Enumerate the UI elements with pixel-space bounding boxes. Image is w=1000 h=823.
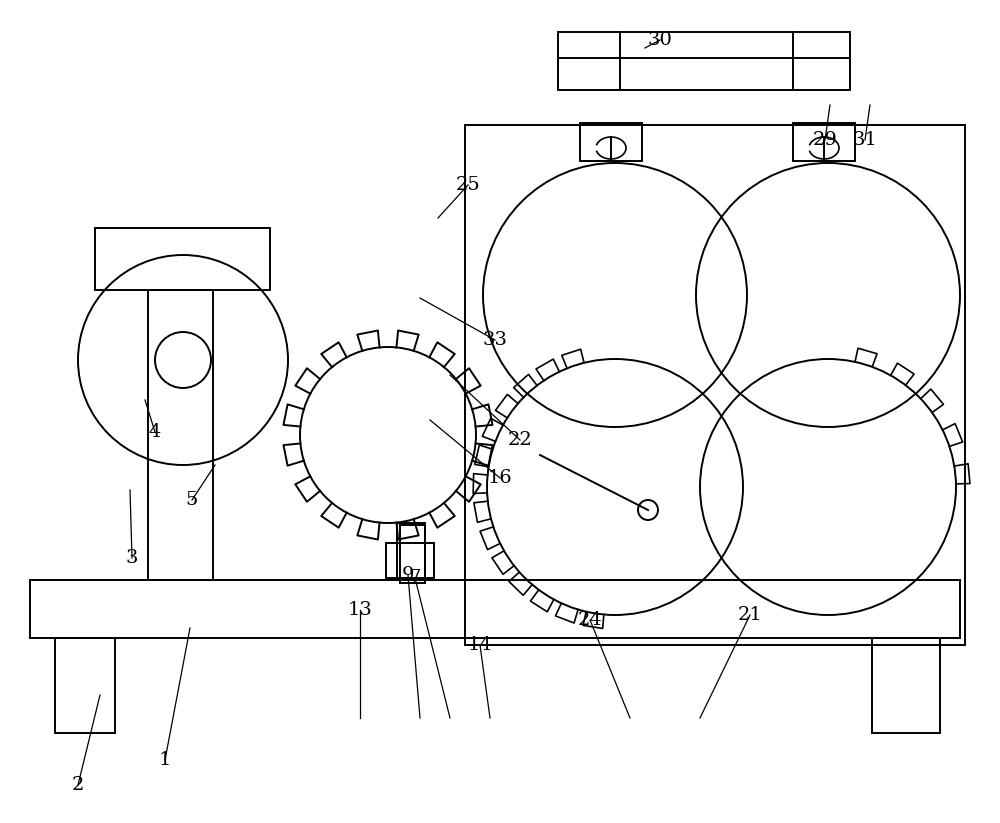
Text: 7: 7 (409, 569, 421, 587)
Text: 13: 13 (348, 601, 372, 619)
Text: 9: 9 (402, 566, 414, 584)
Text: 16: 16 (488, 469, 512, 487)
Bar (400, 525, 425, 583)
Text: 30: 30 (648, 31, 672, 49)
Bar (558, 32, 850, 90)
Text: 24: 24 (578, 611, 602, 629)
Bar (397, 523, 425, 580)
Text: 22: 22 (508, 431, 532, 449)
Text: 2: 2 (72, 776, 84, 794)
Text: 31: 31 (853, 131, 877, 149)
Text: 21: 21 (738, 606, 762, 624)
Bar (872, 638, 940, 733)
Text: 25: 25 (456, 176, 480, 194)
Bar (386, 543, 434, 578)
Bar (95, 228, 270, 290)
Text: 29: 29 (813, 131, 837, 149)
Text: 4: 4 (149, 423, 161, 441)
Bar (465, 125, 965, 645)
Text: 3: 3 (126, 549, 138, 567)
Bar (55, 638, 115, 733)
Text: 5: 5 (186, 491, 198, 509)
Bar (580, 123, 642, 161)
Text: 1: 1 (159, 751, 171, 769)
Bar (148, 290, 213, 580)
Text: 14: 14 (468, 636, 492, 654)
Text: 33: 33 (482, 331, 508, 349)
Bar (30, 580, 960, 638)
Bar (793, 123, 855, 161)
